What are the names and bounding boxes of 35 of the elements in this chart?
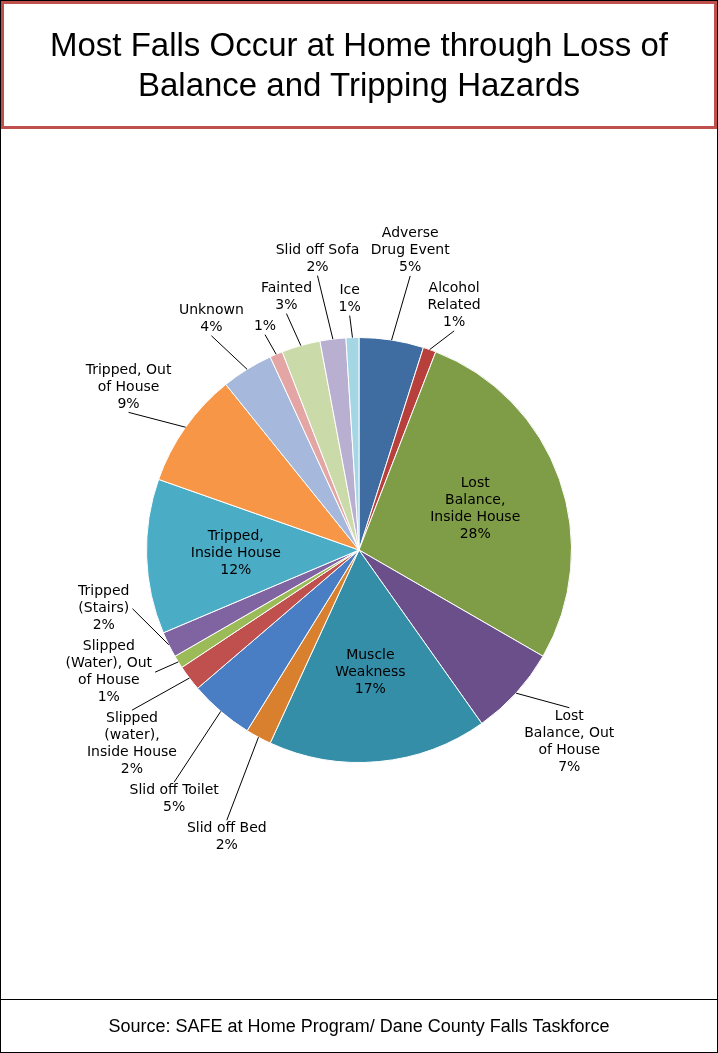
slice-label: Tripped, Out of House — [84, 360, 172, 394]
slice-label: Muscle Weakness — [335, 646, 406, 680]
data-label: 9% — [117, 394, 140, 411]
slice-label: Adverse Drug Event — [370, 224, 451, 258]
source-note: Source: SAFE at Home Program/ Dane County Falls Taskforce — [1, 999, 717, 1052]
data-label: 1% — [253, 316, 277, 333]
chart-title: Most Falls Occur at Home through Loss of Balance and Tripping Hazards — [1, 1, 717, 129]
slice-label: Alcohol Related — [427, 279, 481, 313]
data-label: 5% — [163, 798, 186, 815]
data-label: 4% — [200, 317, 223, 334]
data-label: 3% — [275, 295, 298, 312]
slice-label: Slid off Sofa — [275, 240, 360, 257]
data-label: 1% — [443, 313, 466, 330]
slice-label: Slid off Bed — [186, 819, 267, 836]
slice-label: Tripped, Inside House — [190, 527, 281, 561]
data-label: 1% — [97, 688, 120, 705]
data-label: 12% — [220, 561, 252, 578]
slice-label: Lost Balance, Out of House — [524, 706, 615, 757]
data-label: 28% — [459, 525, 491, 542]
data-label: 2% — [306, 257, 329, 274]
data-label: 17% — [354, 680, 386, 697]
slice-label: Tripped (Stairs) — [77, 582, 130, 616]
data-label: 2% — [215, 836, 238, 853]
data-label: 1% — [338, 297, 361, 314]
data-label: 7% — [558, 757, 581, 774]
slice-label: Slipped (Water), Out of House — [65, 637, 153, 688]
slice-label: Slid off Toilet — [129, 781, 220, 798]
slice-label: Lost Balance, Inside House — [430, 474, 521, 525]
slice-label: Unknown — [178, 300, 244, 317]
data-label: 2% — [92, 616, 115, 633]
slice-label: Slipped (water), Inside House — [86, 709, 177, 760]
slice-label: Ice — [339, 280, 360, 297]
data-label: 2% — [120, 760, 144, 777]
slice-label: Fainted — [260, 278, 313, 295]
data-label: 5% — [399, 258, 422, 275]
